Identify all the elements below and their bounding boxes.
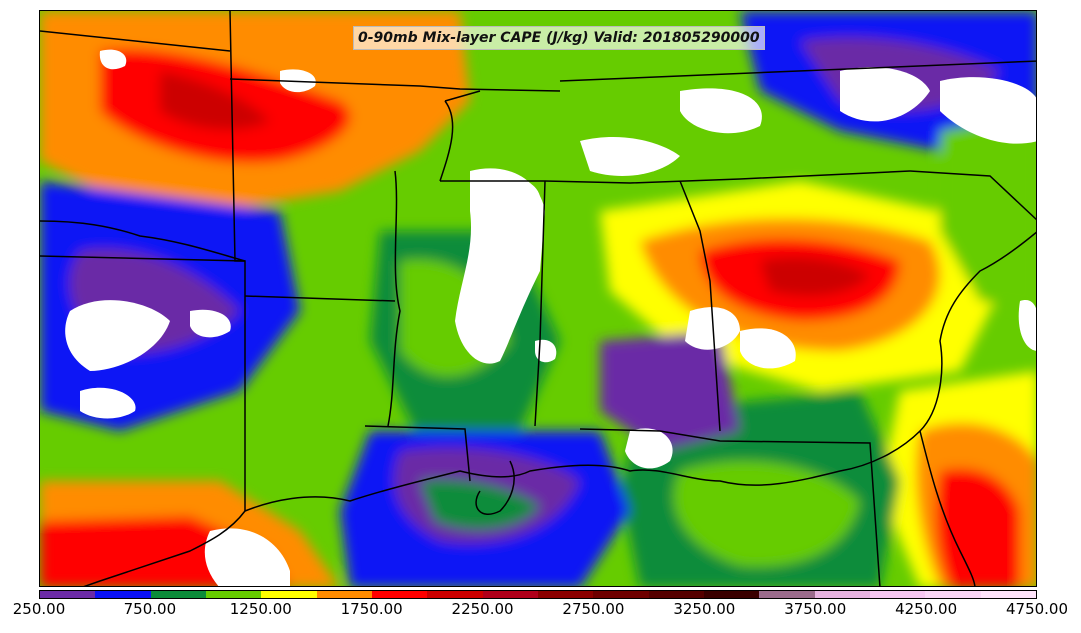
colorbar-segment xyxy=(316,591,372,598)
colorbar-segment xyxy=(427,591,483,598)
colorbar-tick-label: 4250.00 xyxy=(895,600,958,618)
colorbar-segment xyxy=(925,591,981,598)
colorbar-segment xyxy=(537,591,594,598)
cape-field xyxy=(40,11,1036,586)
colorbar-segment xyxy=(40,591,96,598)
colorbar-tick-label: 3250.00 xyxy=(673,600,736,618)
colorbar-tick-label: 2750.00 xyxy=(562,600,625,618)
colorbar-segment xyxy=(703,591,760,598)
colorbar-segment xyxy=(482,591,538,598)
colorbar xyxy=(39,590,1037,599)
colorbar-segment xyxy=(150,591,206,598)
colorbar-labels: 250.00 750.00 1250.00 1750.00 2250.00 2750.00… xyxy=(0,600,1081,624)
colorbar-segment xyxy=(759,591,815,598)
colorbar-tick-label: 2250.00 xyxy=(451,600,514,618)
map-title: 0-90mb Mix-layer CAPE (J/kg) Valid: 2018… xyxy=(353,26,765,50)
colorbar-segment xyxy=(95,591,151,598)
colorbar-segment xyxy=(593,591,649,598)
cape-map: 0-90mb Mix-layer CAPE (J/kg) Valid: 2018… xyxy=(39,10,1037,587)
colorbar-segment xyxy=(205,591,262,598)
colorbar-tick-label: 1750.00 xyxy=(340,600,403,618)
colorbar-tick-label: 4750.00 xyxy=(1005,600,1069,618)
colorbar-tick-label: 250.00 xyxy=(12,600,66,618)
colorbar-tick-label: 3750.00 xyxy=(784,600,847,618)
colorbar-segment xyxy=(814,591,870,598)
colorbar-segment xyxy=(980,591,1036,598)
colorbar-segment xyxy=(261,591,317,598)
colorbar-segment xyxy=(371,591,428,598)
colorbar-segment xyxy=(869,591,926,598)
colorbar-tick-label: 1250.00 xyxy=(229,600,292,618)
colorbar-segment xyxy=(648,591,704,598)
colorbar-tick-label: 750.00 xyxy=(123,600,177,618)
